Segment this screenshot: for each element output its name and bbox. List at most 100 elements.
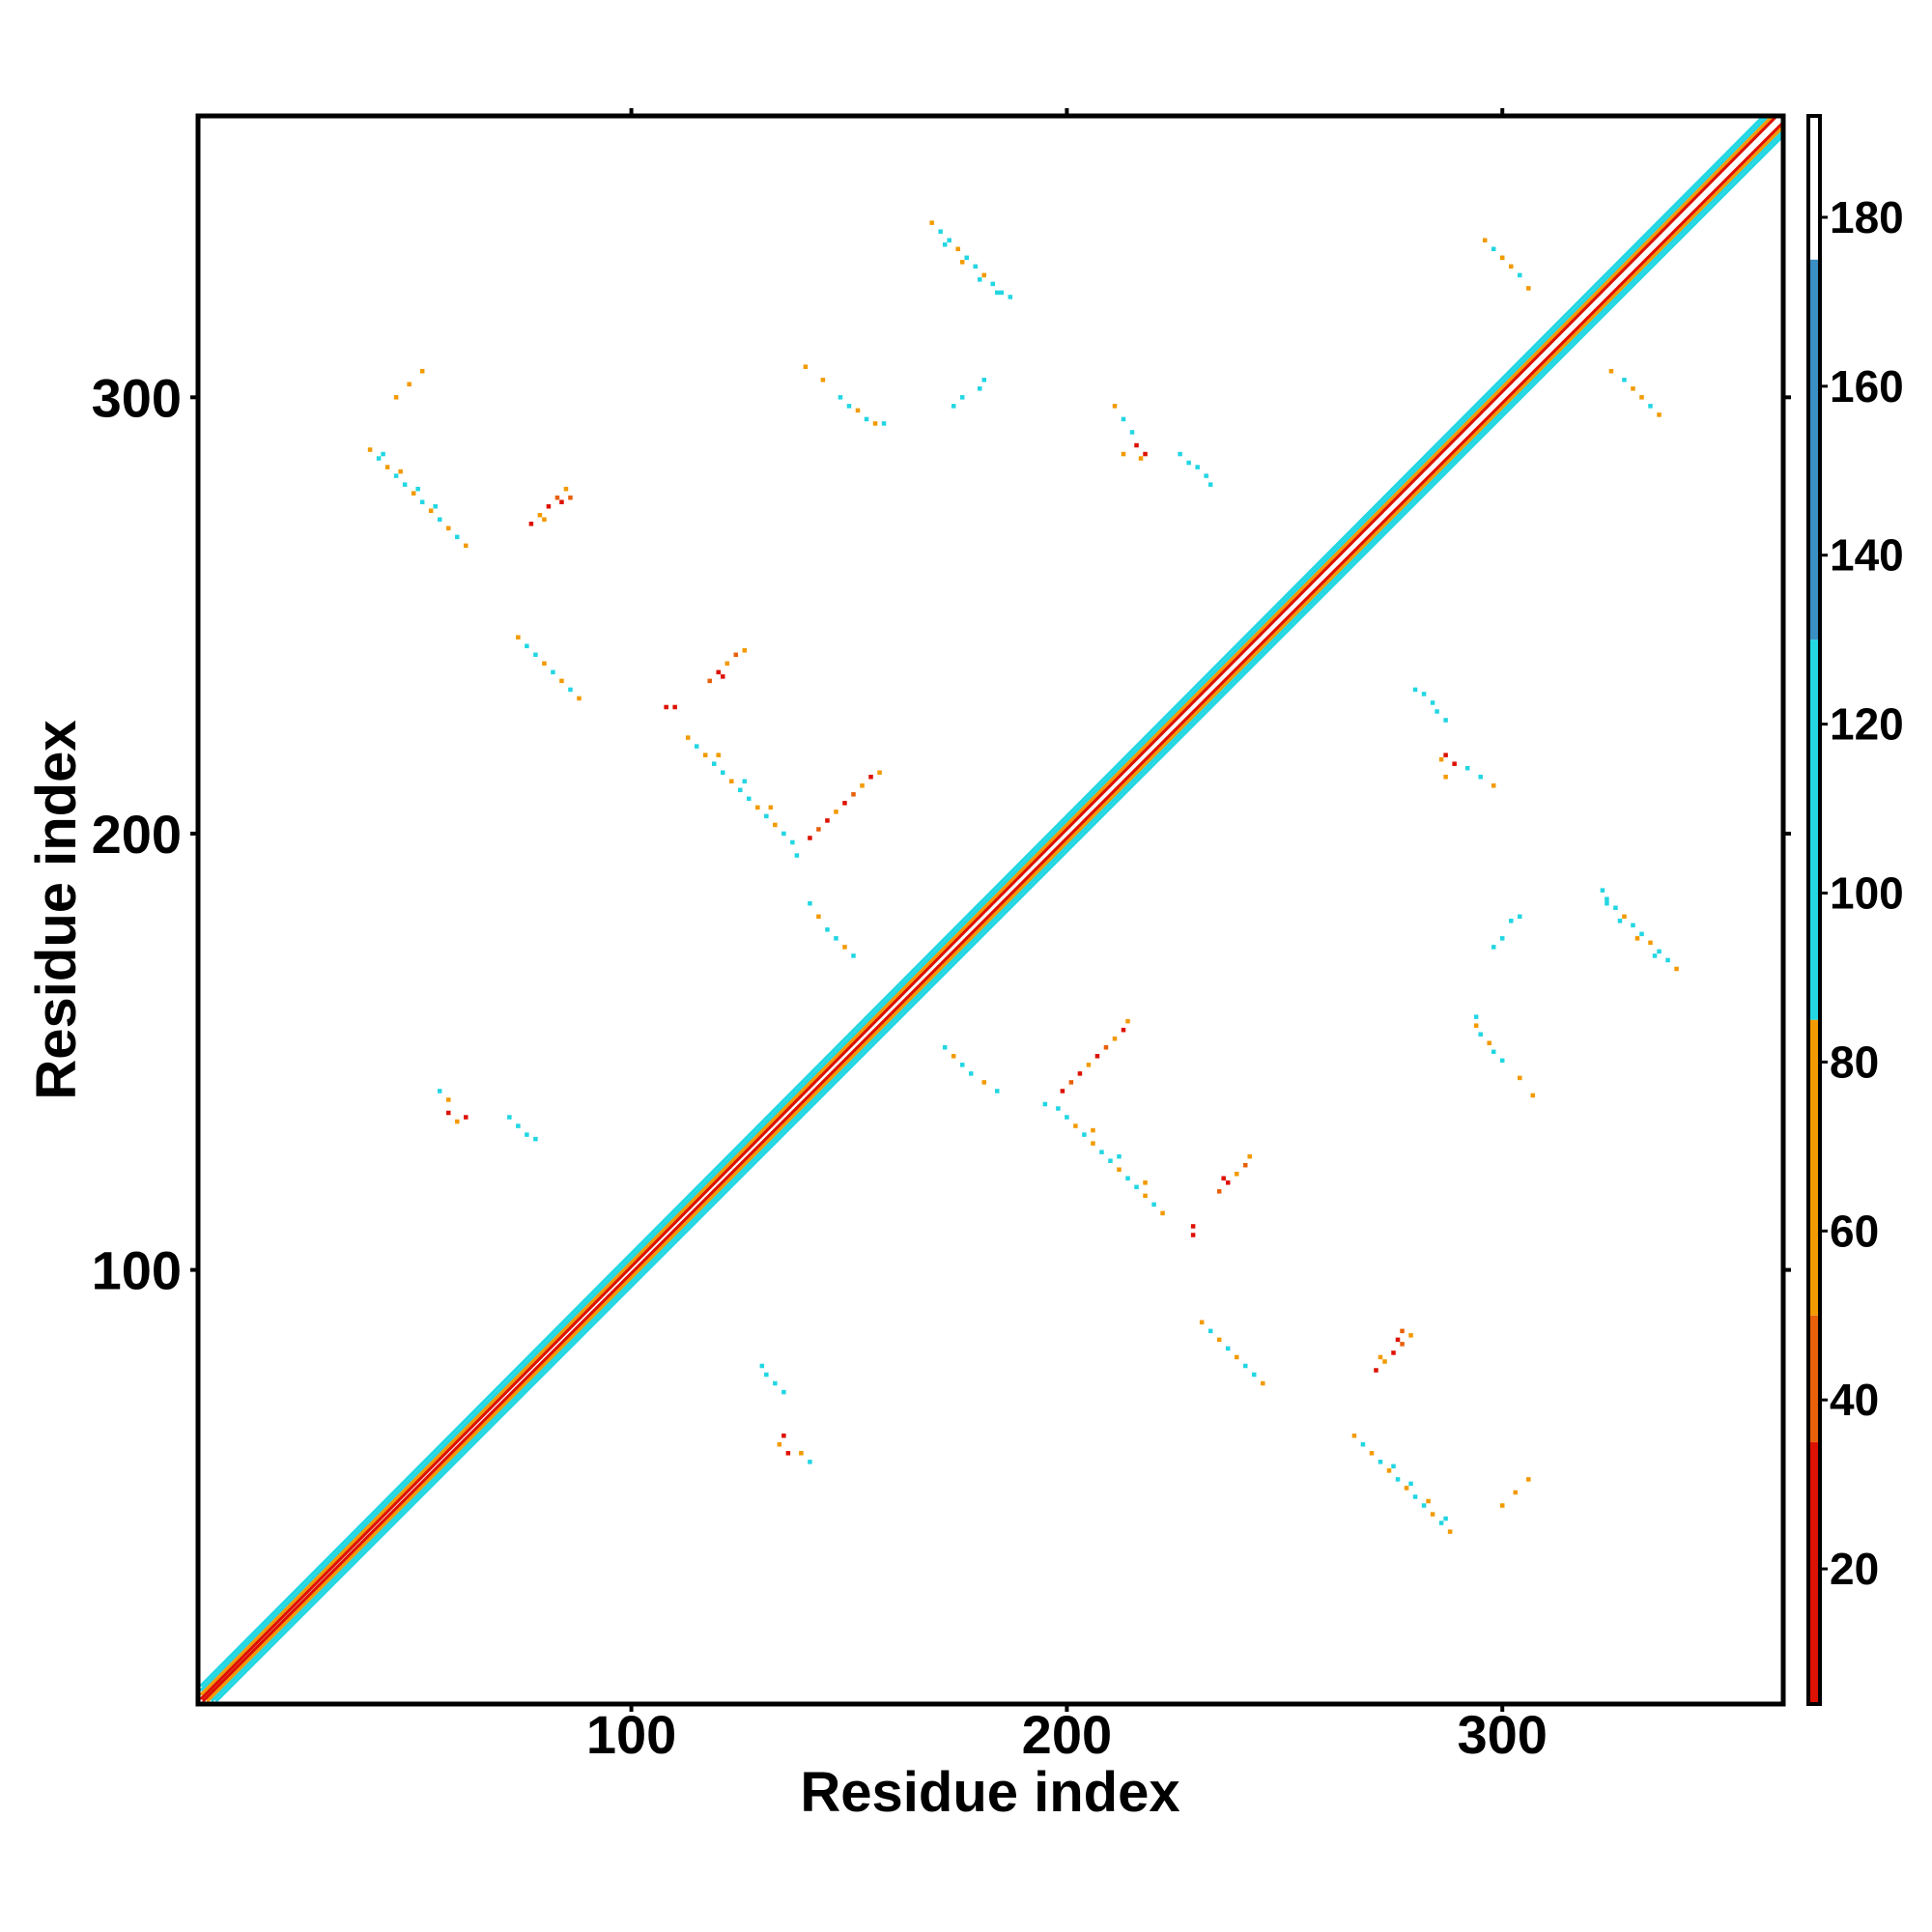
contact-cell	[1517, 272, 1522, 278]
contact-cell	[938, 229, 943, 234]
contact-cell	[445, 526, 451, 531]
contact-cell	[694, 744, 699, 749]
y-tick-label: 300	[92, 367, 182, 428]
contact-cell	[729, 779, 734, 784]
heatmap-cells	[198, 116, 1783, 1704]
contact-cell	[733, 652, 739, 658]
contact-cell	[1482, 238, 1488, 242]
contact-cell	[1121, 1027, 1126, 1033]
contact-cell	[838, 395, 843, 400]
contact-cell	[384, 465, 390, 469]
colorbar-tick-label: 160	[1830, 361, 1904, 412]
contact-cell	[1617, 919, 1623, 923]
contact-cell	[851, 792, 856, 797]
contact-cell	[1478, 774, 1483, 780]
contact-cell	[1517, 914, 1522, 920]
contact-cell	[381, 451, 385, 457]
contact-cell	[808, 900, 812, 906]
contact-cell	[464, 543, 469, 549]
contact-cell	[1108, 1158, 1113, 1163]
contact-cell	[816, 914, 821, 920]
contact-cell	[554, 495, 560, 500]
contact-cell	[1639, 395, 1644, 400]
contact-cell	[1117, 1167, 1122, 1172]
colorbar-tick-label: 40	[1830, 1375, 1879, 1425]
contact-cell	[1491, 945, 1496, 950]
contact-cell	[1042, 1101, 1048, 1107]
contact-cell	[1121, 451, 1126, 457]
contact-cell	[1247, 1153, 1252, 1159]
contact-cell	[437, 517, 442, 523]
contact-cell	[1605, 900, 1609, 906]
diagonal-band	[198, 116, 1766, 1687]
colorbar-segment	[1808, 1441, 1820, 1704]
contact-cell	[1099, 1150, 1104, 1154]
contact-cell	[1143, 451, 1148, 457]
colorbar-segment	[1808, 639, 1820, 1020]
contact-cell	[929, 220, 934, 225]
contact-cell	[533, 652, 538, 658]
contact-cell	[1613, 905, 1618, 910]
contact-cell	[1487, 1040, 1492, 1046]
contact-cell	[1491, 1049, 1496, 1055]
contact-cell	[525, 1132, 529, 1137]
x-tick-label: 300	[1457, 1704, 1547, 1765]
contact-cell	[1499, 1058, 1505, 1064]
contact-cell	[546, 503, 552, 509]
diagonal-band	[211, 128, 1783, 1704]
contact-cell	[1622, 377, 1627, 383]
contact-cell	[799, 1451, 804, 1456]
contact-cell	[1665, 957, 1670, 963]
contact-cell	[1412, 1494, 1418, 1499]
contact-cell	[1674, 966, 1679, 972]
contact-cell	[759, 1363, 765, 1369]
contact-cell	[433, 503, 438, 509]
contact-cell	[1204, 473, 1208, 478]
plot-frame	[195, 113, 1786, 1707]
contact-cell	[1065, 1115, 1069, 1120]
contact-cell	[1234, 1171, 1239, 1177]
contact-cell	[842, 801, 847, 806]
contact-cell	[1208, 482, 1213, 487]
contact-cell	[1178, 451, 1182, 457]
contact-cell	[1499, 936, 1505, 941]
contact-cell	[959, 395, 965, 400]
contact-cell	[834, 936, 838, 941]
contact-cell	[955, 246, 960, 252]
contact-cell	[868, 774, 873, 780]
contact-cell	[1517, 1075, 1522, 1081]
contact-cell	[1499, 1503, 1505, 1508]
contact-cell	[1391, 1350, 1396, 1355]
contact-cell	[454, 534, 460, 540]
contact-cell	[825, 927, 830, 932]
contact-cell	[1091, 1127, 1095, 1133]
contact-cell	[755, 805, 760, 810]
contact-cell	[1190, 1224, 1196, 1229]
contact-cell	[742, 779, 748, 784]
contact-cell	[1360, 1442, 1366, 1447]
contact-cell	[842, 945, 847, 950]
contact-cell	[464, 1115, 469, 1120]
contact-cell	[999, 290, 1005, 296]
contact-cell	[820, 377, 826, 383]
colorbar-segment	[1808, 1315, 1820, 1442]
contact-cell	[1134, 442, 1139, 448]
contact-cell	[959, 260, 965, 265]
contact-cell	[995, 290, 1000, 296]
contact-cell	[1134, 1184, 1139, 1190]
contact-cell	[1121, 416, 1126, 422]
contact-cell	[764, 1372, 769, 1378]
contact-cell	[864, 416, 869, 422]
diagonal-band	[198, 116, 1783, 1704]
contact-cell	[367, 447, 373, 452]
contact-cell	[977, 386, 982, 391]
contact-cell	[1129, 430, 1135, 435]
colorbar-tick-label: 60	[1830, 1206, 1879, 1256]
contact-cell	[393, 395, 399, 400]
contact-cell	[1190, 1233, 1196, 1237]
contact-cell	[1464, 765, 1470, 771]
contact-cell	[1513, 1490, 1518, 1495]
colorbar-tick-label: 100	[1830, 868, 1904, 919]
contact-cell	[393, 473, 399, 478]
